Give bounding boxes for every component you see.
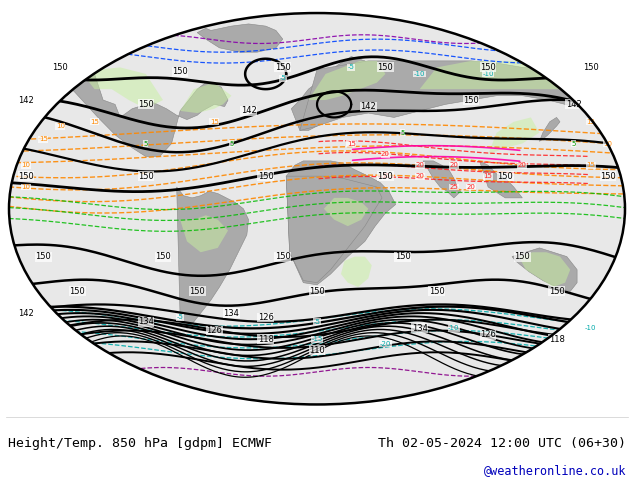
Text: 15: 15 xyxy=(586,119,595,125)
Text: 10: 10 xyxy=(604,141,612,147)
Text: 142: 142 xyxy=(566,100,581,109)
Text: 142: 142 xyxy=(18,309,34,318)
Text: 20: 20 xyxy=(518,162,527,168)
Text: 150: 150 xyxy=(275,252,290,261)
Text: 142: 142 xyxy=(361,102,376,111)
Text: 15: 15 xyxy=(381,173,390,179)
Text: -5: -5 xyxy=(348,64,354,71)
Text: -5: -5 xyxy=(314,319,320,325)
Text: 134: 134 xyxy=(138,318,154,326)
Polygon shape xyxy=(86,68,163,109)
Text: 126: 126 xyxy=(258,313,274,322)
Text: Th 02-05-2024 12:00 UTC (06+30): Th 02-05-2024 12:00 UTC (06+30) xyxy=(378,437,626,450)
Polygon shape xyxy=(30,72,228,157)
Text: 150: 150 xyxy=(138,172,154,181)
Text: 150: 150 xyxy=(138,100,154,109)
Text: -10: -10 xyxy=(448,325,460,331)
Text: 150: 150 xyxy=(18,172,34,181)
Text: 150: 150 xyxy=(309,287,325,296)
Text: 150: 150 xyxy=(190,287,205,296)
Text: 5: 5 xyxy=(400,130,404,136)
Text: 150: 150 xyxy=(36,252,51,261)
Ellipse shape xyxy=(9,13,625,404)
Text: 15: 15 xyxy=(39,136,48,142)
Text: 10: 10 xyxy=(56,123,65,129)
Text: 150: 150 xyxy=(463,96,479,104)
Polygon shape xyxy=(420,61,599,89)
Text: 126: 126 xyxy=(207,326,223,335)
Polygon shape xyxy=(423,161,461,198)
Polygon shape xyxy=(519,252,570,287)
Text: 20: 20 xyxy=(467,184,476,190)
Polygon shape xyxy=(512,248,577,292)
Text: 15: 15 xyxy=(484,173,493,179)
Polygon shape xyxy=(292,56,377,130)
Text: 150: 150 xyxy=(395,252,410,261)
Text: 150: 150 xyxy=(480,63,496,72)
Text: 15: 15 xyxy=(586,162,595,168)
Polygon shape xyxy=(324,198,368,226)
Text: 5: 5 xyxy=(230,141,234,147)
Text: 10: 10 xyxy=(22,184,30,190)
Text: 150: 150 xyxy=(583,63,598,72)
Polygon shape xyxy=(177,187,249,328)
Polygon shape xyxy=(479,161,522,198)
Text: 5: 5 xyxy=(144,141,148,147)
Text: 15: 15 xyxy=(210,119,219,125)
Polygon shape xyxy=(180,215,228,252)
Text: 15: 15 xyxy=(347,141,356,147)
Polygon shape xyxy=(540,118,560,141)
Text: 150: 150 xyxy=(258,172,273,181)
Text: 150: 150 xyxy=(497,172,513,181)
Text: Height/Temp. 850 hPa [gdpm] ECMWF: Height/Temp. 850 hPa [gdpm] ECMWF xyxy=(8,437,271,450)
Text: 150: 150 xyxy=(600,172,616,181)
Text: 150: 150 xyxy=(429,287,444,296)
Text: 134: 134 xyxy=(224,309,240,318)
Text: 142: 142 xyxy=(18,96,34,104)
Text: 10: 10 xyxy=(22,162,30,168)
Text: 118: 118 xyxy=(258,335,274,343)
Text: -20: -20 xyxy=(380,341,391,346)
Text: @weatheronline.co.uk: @weatheronline.co.uk xyxy=(484,464,626,477)
Text: 20: 20 xyxy=(415,162,424,168)
Text: 150: 150 xyxy=(53,63,68,72)
Text: 134: 134 xyxy=(411,324,427,333)
Text: 150: 150 xyxy=(378,63,393,72)
Text: -5: -5 xyxy=(280,75,286,81)
Text: 150: 150 xyxy=(514,252,530,261)
Text: -10: -10 xyxy=(585,325,597,331)
Text: 142: 142 xyxy=(241,106,256,116)
Text: 118: 118 xyxy=(548,335,564,343)
Text: 150: 150 xyxy=(155,252,171,261)
Text: 126: 126 xyxy=(480,330,496,340)
Polygon shape xyxy=(601,287,618,309)
Text: -15: -15 xyxy=(311,336,323,342)
Polygon shape xyxy=(286,161,396,285)
Polygon shape xyxy=(341,257,372,287)
Text: 150: 150 xyxy=(172,67,188,76)
Text: 25: 25 xyxy=(450,184,458,190)
Polygon shape xyxy=(309,61,385,100)
Text: -10: -10 xyxy=(482,71,494,77)
Text: -10: -10 xyxy=(414,71,425,77)
Text: 150: 150 xyxy=(70,287,86,296)
Text: 110: 110 xyxy=(309,345,325,355)
Text: 20: 20 xyxy=(415,173,424,179)
Polygon shape xyxy=(300,61,625,130)
Text: 150: 150 xyxy=(548,287,564,296)
Text: 150: 150 xyxy=(378,172,393,181)
Text: 20: 20 xyxy=(450,162,458,168)
Polygon shape xyxy=(180,83,231,113)
Text: 20: 20 xyxy=(381,151,390,157)
Text: -5: -5 xyxy=(177,315,184,320)
Polygon shape xyxy=(488,118,540,154)
Polygon shape xyxy=(197,24,283,52)
Text: 5: 5 xyxy=(571,141,576,147)
Text: 150: 150 xyxy=(275,63,290,72)
Text: 15: 15 xyxy=(90,119,99,125)
Polygon shape xyxy=(286,176,382,283)
